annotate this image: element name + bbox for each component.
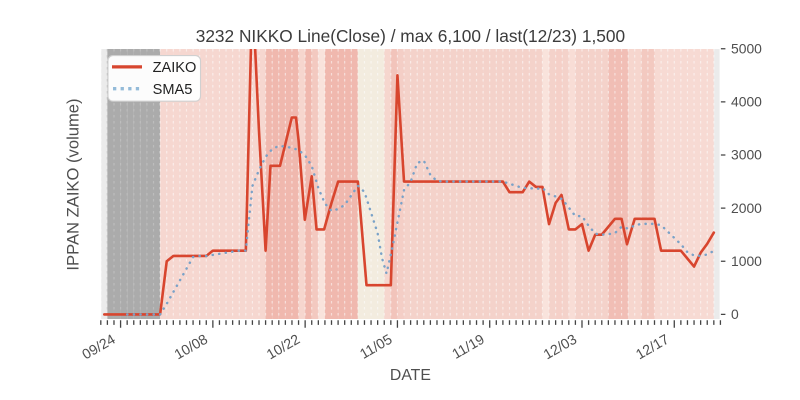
svg-text:DATE: DATE [390,367,431,384]
svg-text:IPPAN ZAIKO (volume): IPPAN ZAIKO (volume) [64,98,83,270]
svg-text:3232 NIKKO Line(Close) / max 6: 3232 NIKKO Line(Close) / max 6,100 / las… [196,26,625,46]
svg-text:ZAIKO: ZAIKO [153,60,197,76]
svg-text:2000: 2000 [731,200,762,216]
svg-text:SMA5: SMA5 [153,82,193,98]
svg-text:4000: 4000 [731,94,762,110]
svg-text:5000: 5000 [731,40,762,56]
svg-text:0: 0 [731,306,739,322]
svg-text:3000: 3000 [731,147,762,163]
svg-text:1000: 1000 [731,253,762,269]
